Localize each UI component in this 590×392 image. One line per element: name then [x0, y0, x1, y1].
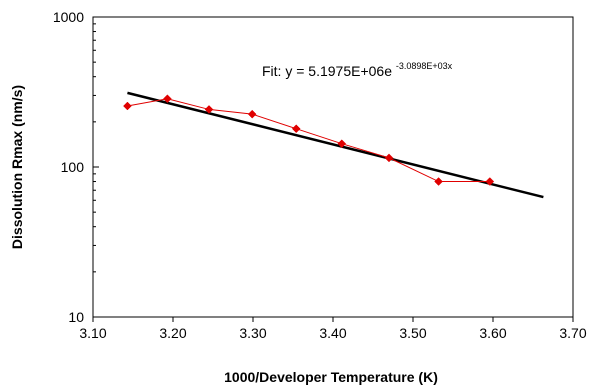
y-axis-ticks: 10 100 1000: [53, 9, 99, 325]
fit-line-layer: [127, 91, 544, 199]
x-tick-label: 3.30: [239, 325, 266, 341]
data-point: [434, 177, 443, 186]
y-tick-label: 1000: [53, 9, 84, 25]
x-axis-title: 1000/Developer Temperature (K): [224, 369, 438, 385]
fit-exponent: -3.0898E+03x: [396, 61, 453, 71]
y-tick-label: 10: [68, 309, 84, 325]
fit-annotation: Fit: y = 5.1975E+06e -3.0898E+03x: [262, 61, 453, 79]
data-point: [247, 109, 257, 119]
x-tick-label: 3.40: [319, 325, 346, 341]
fit-line: [127, 91, 544, 199]
data-point: [123, 101, 132, 111]
data-point: [485, 177, 495, 186]
data-point: [291, 124, 301, 134]
x-tick-label: 3.10: [79, 325, 106, 341]
data-series-layer: [123, 94, 495, 186]
data-point: [163, 94, 172, 104]
fit-equation: Fit: y = 5.1975E+06e: [262, 63, 392, 79]
x-axis-ticks: 3.10 3.20 3.30 3.40 3.50 3.60 3.70: [79, 317, 587, 341]
y-axis-title: Dissolution Rmax (nm/s): [9, 85, 25, 249]
x-tick-label: 3.60: [479, 325, 506, 341]
x-tick-label: 3.70: [559, 325, 586, 341]
plot-area: [92, 16, 574, 318]
x-tick-label: 3.20: [159, 325, 186, 341]
x-tick-label: 3.50: [399, 325, 426, 341]
data-point: [204, 105, 214, 114]
data-point: [337, 139, 347, 149]
plot-frame: [92, 16, 574, 318]
y-tick-label: 100: [61, 159, 85, 175]
data-point: [384, 153, 394, 163]
